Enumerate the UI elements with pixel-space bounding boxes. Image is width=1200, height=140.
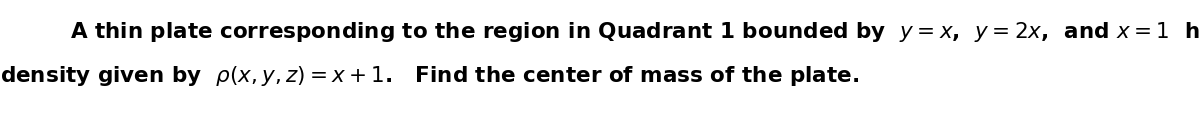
- Text: density given by  $\rho(x,y,z)=x+1$.   Find the center of mass of the plate.: density given by $\rho(x,y,z)=x+1$. Find…: [0, 64, 859, 88]
- Text: A thin plate corresponding to the region in Quadrant 1 bounded by  $y=x$,  $y=2x: A thin plate corresponding to the region…: [70, 20, 1200, 44]
